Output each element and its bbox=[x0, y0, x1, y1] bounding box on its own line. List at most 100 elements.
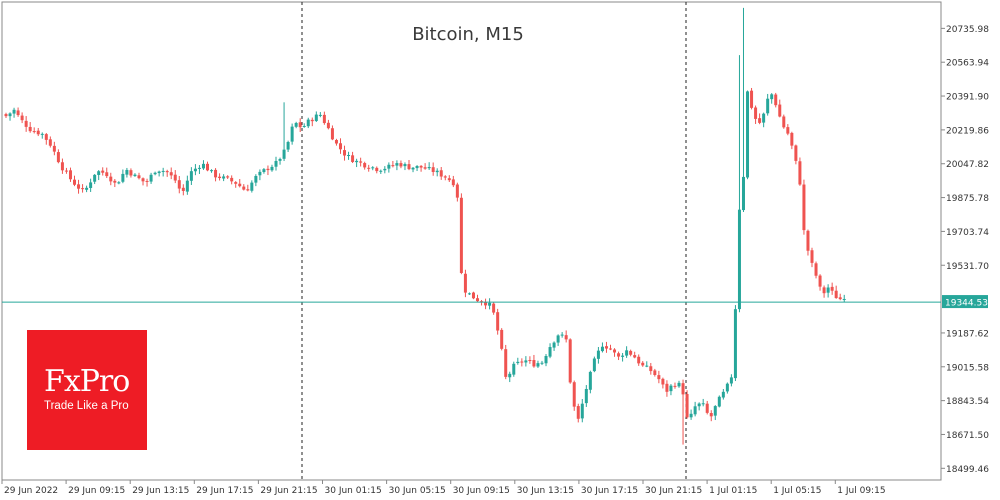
candle-body bbox=[500, 329, 504, 349]
candle-body bbox=[443, 176, 447, 178]
candle-body bbox=[528, 360, 532, 362]
candle-body bbox=[798, 161, 802, 185]
candle-body bbox=[778, 104, 782, 117]
candle-body bbox=[371, 167, 375, 169]
candle-body bbox=[576, 406, 580, 419]
candle-body bbox=[77, 184, 81, 189]
candle-body bbox=[806, 230, 810, 251]
chart-title: Bitcoin, M15 bbox=[412, 24, 524, 45]
candle-body bbox=[359, 161, 363, 163]
candle-body bbox=[411, 167, 415, 170]
candle-body bbox=[403, 164, 407, 167]
candle-body bbox=[629, 350, 633, 355]
candle-body bbox=[729, 377, 733, 384]
y-tick-label: 19875.78 bbox=[946, 194, 989, 204]
candle-body bbox=[625, 350, 629, 356]
x-tick-label: 1 Jul 01:15 bbox=[709, 486, 757, 496]
candle-body bbox=[484, 302, 488, 306]
candle-body bbox=[419, 165, 423, 168]
candle-body bbox=[125, 169, 129, 175]
candle-body bbox=[129, 170, 133, 176]
fxpro-logo: FxPro Trade Like a Pro bbox=[27, 330, 147, 450]
candle-body bbox=[258, 171, 262, 176]
candle-body bbox=[93, 174, 97, 182]
candle-body bbox=[210, 170, 214, 172]
candle-body bbox=[431, 167, 435, 172]
candle-body bbox=[544, 356, 548, 364]
candle-body bbox=[68, 170, 72, 180]
candle-body bbox=[52, 145, 56, 152]
candle-body bbox=[774, 94, 778, 106]
candle-body bbox=[343, 150, 347, 156]
candle-body bbox=[181, 187, 185, 191]
candle-body bbox=[89, 182, 93, 188]
candle-body bbox=[290, 126, 294, 142]
plot-frame bbox=[1, 1, 942, 481]
candle-body bbox=[330, 128, 334, 140]
candle-body bbox=[310, 119, 314, 122]
x-tick-label: 29 Jun 13:15 bbox=[132, 486, 189, 496]
candle-body bbox=[81, 188, 85, 190]
candle-body bbox=[758, 118, 762, 123]
candle-body bbox=[351, 155, 355, 162]
candle-body bbox=[407, 164, 411, 170]
candle-body bbox=[113, 180, 117, 183]
candle-body bbox=[713, 406, 717, 416]
candle-body bbox=[4, 114, 8, 117]
candle-body bbox=[733, 309, 737, 379]
candle-body bbox=[379, 170, 383, 172]
candle-body bbox=[274, 160, 278, 167]
candle-body bbox=[564, 335, 568, 340]
candle-body bbox=[717, 396, 721, 407]
brand-tagline: Trade Like a Pro bbox=[44, 400, 129, 412]
candle-body bbox=[214, 169, 218, 178]
candle-body bbox=[28, 126, 32, 132]
candle-body bbox=[504, 349, 508, 377]
candle-body bbox=[822, 287, 826, 294]
y-tick-label: 19531.70 bbox=[946, 262, 989, 272]
candle-body bbox=[149, 174, 153, 182]
candle-body bbox=[617, 353, 621, 357]
candles bbox=[4, 7, 846, 445]
candle-body bbox=[423, 167, 427, 169]
candle-body bbox=[548, 347, 552, 357]
candle-body bbox=[721, 391, 725, 398]
candle-body bbox=[306, 119, 310, 127]
candle-body bbox=[347, 155, 351, 157]
candle-body bbox=[355, 160, 359, 163]
candle-body bbox=[556, 335, 560, 343]
x-axis: 29 Jun 2022 29 Jun 09:15 29 Jun 13:15 29 Ju… bbox=[1, 480, 886, 496]
candle-body bbox=[560, 334, 564, 336]
candle-body bbox=[653, 370, 657, 375]
candle-body bbox=[471, 292, 475, 299]
candle-body bbox=[238, 183, 242, 187]
y-tick-label: 18499.46 bbox=[946, 465, 989, 475]
candle-body bbox=[435, 170, 439, 173]
candle-body bbox=[242, 186, 246, 190]
candle-body bbox=[230, 177, 234, 182]
candle-body bbox=[298, 122, 302, 128]
candle-body bbox=[222, 176, 226, 179]
y-tick-label: 19015.58 bbox=[946, 363, 989, 373]
candle-body bbox=[56, 152, 60, 163]
candle-body bbox=[387, 164, 391, 169]
candle-body bbox=[552, 342, 556, 348]
candle-body bbox=[145, 180, 149, 182]
candle-body bbox=[516, 361, 520, 364]
current-price-label: 19344.53 bbox=[945, 299, 988, 309]
candle-body bbox=[24, 120, 28, 127]
x-tick-label: 1 Jul 09:15 bbox=[837, 486, 885, 496]
candle-body bbox=[790, 132, 794, 146]
candle-body bbox=[669, 385, 673, 392]
candle-body bbox=[415, 165, 419, 169]
candle-body bbox=[391, 165, 395, 167]
candle-body bbox=[794, 145, 798, 161]
candle-body bbox=[536, 363, 540, 367]
candle-body bbox=[830, 286, 834, 291]
candle-body bbox=[701, 403, 705, 405]
candle-body bbox=[496, 312, 500, 331]
candle-body bbox=[105, 172, 109, 177]
x-tick-label: 30 Jun 09:15 bbox=[453, 486, 510, 496]
candle-body bbox=[532, 360, 536, 367]
